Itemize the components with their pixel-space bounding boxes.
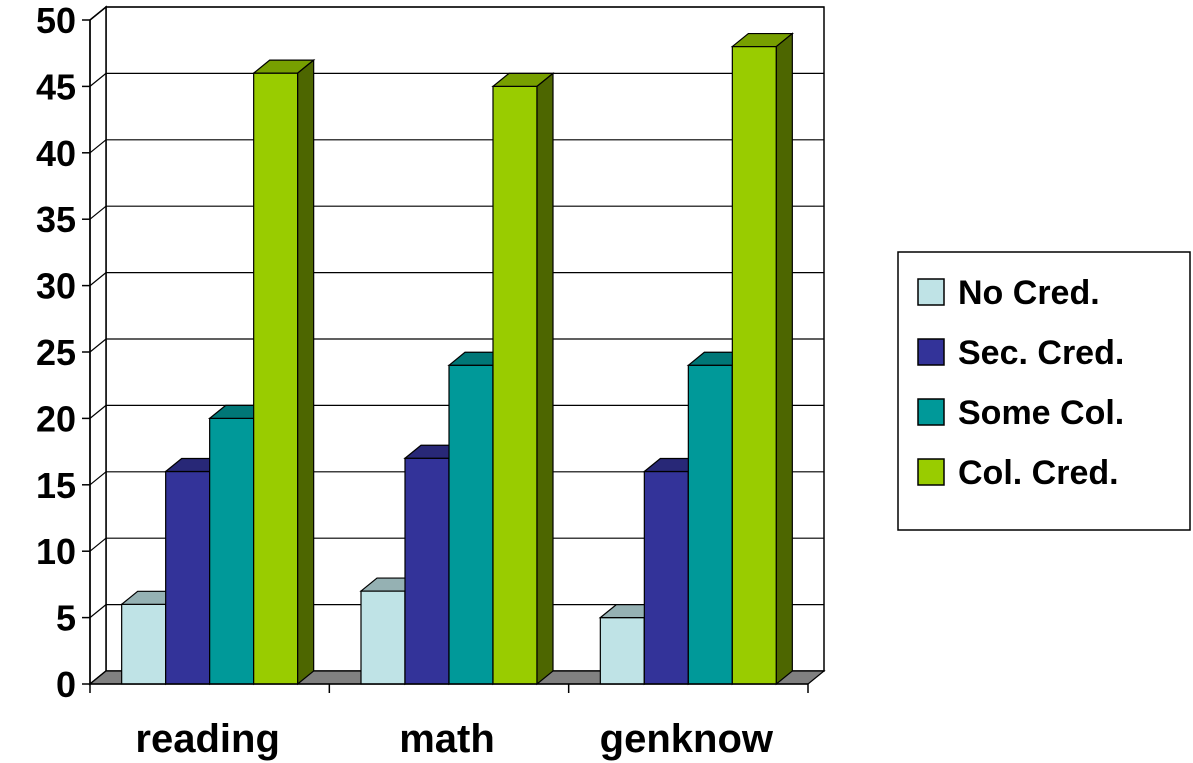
bar bbox=[491, 72, 555, 686]
x-tick-label: genknow bbox=[600, 717, 774, 761]
gridline bbox=[89, 338, 824, 353]
bar-front bbox=[731, 45, 777, 685]
bar-front bbox=[492, 85, 538, 685]
bars bbox=[119, 32, 795, 686]
y-tick-label: 25 bbox=[36, 332, 76, 373]
legend-swatch bbox=[917, 398, 945, 426]
bar-front bbox=[209, 417, 255, 685]
gridline bbox=[89, 603, 824, 619]
legend-label: Some Col. bbox=[958, 394, 1124, 432]
y-tick-label: 10 bbox=[36, 531, 76, 572]
legend-box bbox=[897, 251, 1191, 531]
y-tick-label: 40 bbox=[36, 133, 76, 174]
gridline bbox=[89, 72, 824, 87]
legend: No Cred. Sec. Cred. Some Col. Col. Cred. bbox=[897, 251, 1191, 531]
bar-side bbox=[775, 32, 793, 686]
gridline bbox=[89, 6, 824, 21]
bar-front bbox=[448, 364, 494, 685]
x-tick-label: reading bbox=[135, 717, 279, 761]
gridline bbox=[89, 404, 824, 419]
y-tick-label: 45 bbox=[36, 66, 76, 107]
y-tick-label: 50 bbox=[36, 0, 76, 41]
y-tick-label: 35 bbox=[36, 199, 76, 240]
gridline bbox=[89, 205, 824, 220]
legend-swatch bbox=[917, 458, 945, 486]
legend-label: Col. Cred. bbox=[958, 454, 1119, 492]
bar bbox=[730, 32, 795, 686]
legend-swatch bbox=[917, 278, 945, 306]
bar bbox=[251, 58, 316, 686]
gridline bbox=[89, 471, 824, 486]
bar-side bbox=[297, 58, 315, 686]
bar-front bbox=[165, 470, 211, 685]
gridline bbox=[89, 537, 824, 552]
bar-front bbox=[687, 364, 733, 685]
bar-front bbox=[599, 616, 645, 685]
y-tick-label: 20 bbox=[36, 398, 76, 439]
legend-label: Sec. Cred. bbox=[958, 334, 1124, 372]
bar-front bbox=[360, 590, 406, 685]
y-tick-label: 0 bbox=[56, 664, 76, 705]
legend-swatch bbox=[917, 338, 945, 366]
y-axis: 0 5 10 15 20 25 30 35 40 45 50 bbox=[36, 0, 91, 705]
legend-item: Some Col. bbox=[917, 394, 1124, 432]
gridline bbox=[89, 272, 824, 287]
legend-label: No Cred. bbox=[958, 274, 1100, 312]
legend-item: No Cred. bbox=[917, 274, 1100, 312]
bar-front bbox=[253, 72, 299, 685]
x-axis: reading math genknow bbox=[89, 683, 809, 761]
x-tick-label: math bbox=[399, 717, 495, 761]
bar-front bbox=[404, 457, 450, 685]
bar-front bbox=[643, 470, 689, 685]
y-tick-label: 5 bbox=[56, 598, 76, 639]
y-tick-label: 15 bbox=[36, 465, 76, 506]
bar-side bbox=[536, 72, 554, 686]
gridline bbox=[89, 139, 824, 154]
bar-front bbox=[121, 603, 167, 685]
y-tick-label: 30 bbox=[36, 266, 76, 307]
legend-item: Sec. Cred. bbox=[917, 334, 1124, 372]
legend-item: Col. Cred. bbox=[917, 454, 1119, 492]
